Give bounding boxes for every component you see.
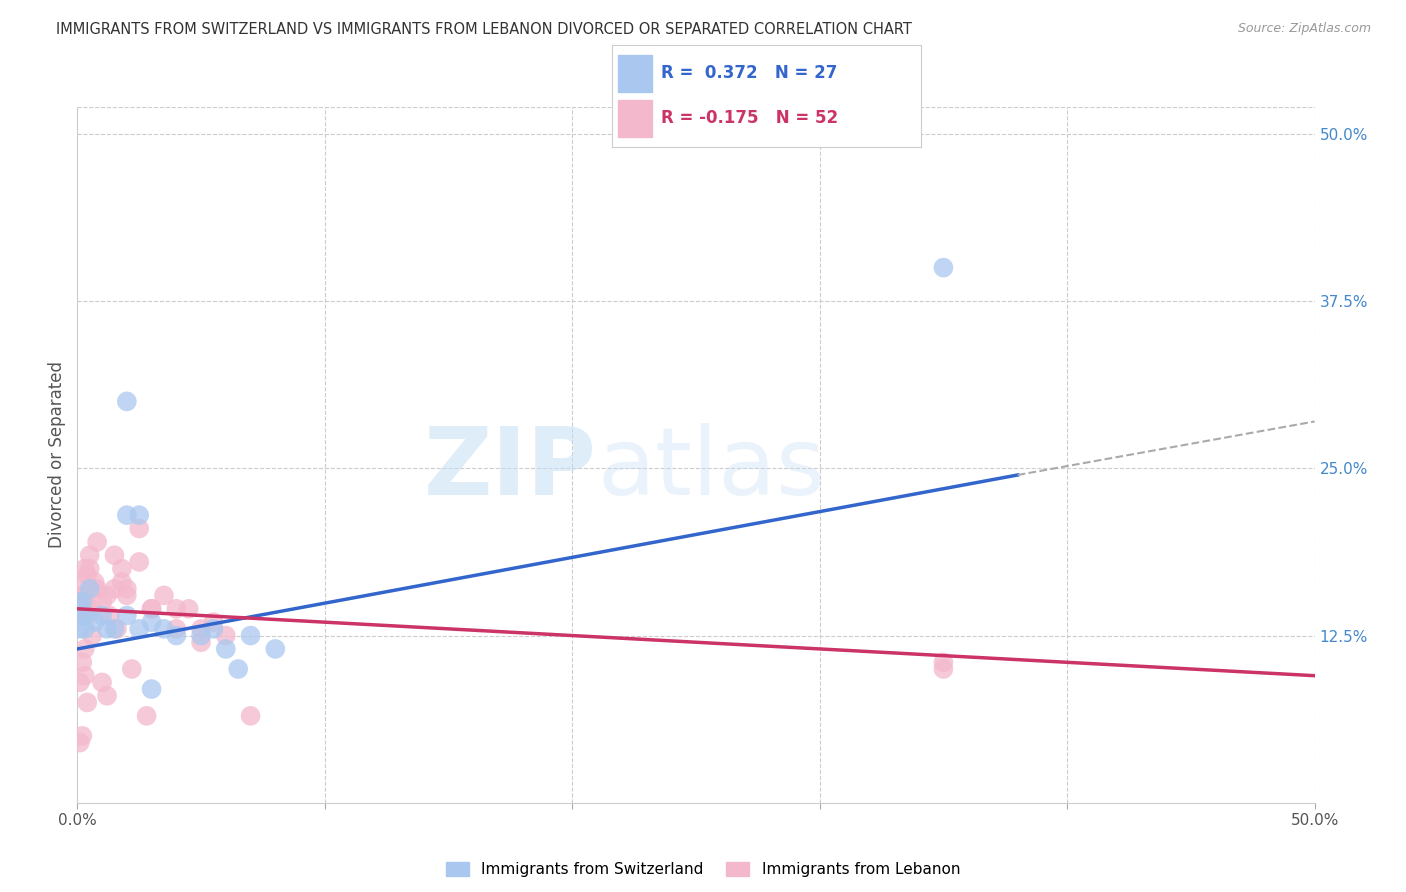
Point [73,608,96,623]
Point [239,708,262,723]
Point [79,562,101,576]
Point [73,642,96,657]
Point [264,642,287,657]
Point [115,508,138,523]
Point [83,575,105,590]
Point [96,689,118,703]
Point [72,595,94,609]
Point [153,589,176,603]
Text: atlas: atlas [598,423,825,515]
Point [128,508,150,523]
Point [79,548,101,563]
Point [121,662,143,676]
Point [932,655,955,669]
Point [76,608,98,623]
Point [91,595,114,609]
Text: Source: ZipAtlas.com: Source: ZipAtlas.com [1237,22,1371,36]
Point [153,622,176,636]
Point [103,622,125,636]
Point [215,628,238,642]
Point [115,608,138,623]
Point [69,575,91,590]
Point [69,675,91,690]
Point [73,562,96,576]
Point [128,521,150,535]
Point [190,628,212,642]
Legend: Immigrants from Switzerland, Immigrants from Lebanon: Immigrants from Switzerland, Immigrants … [440,855,966,883]
Point [69,608,91,623]
Point [96,589,118,603]
Point [82,628,104,642]
Point [177,602,200,616]
Point [82,602,104,616]
Text: R = -0.175   N = 52: R = -0.175 N = 52 [661,110,838,128]
Bar [617,100,652,137]
Text: ZIP: ZIP [425,423,598,515]
Point [73,589,96,603]
Y-axis label: Divorced or Separated: Divorced or Separated [48,361,66,549]
Point [96,622,118,636]
Point [72,608,94,623]
Point [76,568,98,582]
Point [69,735,91,749]
Bar [617,55,652,92]
Point [239,628,262,642]
Point [202,622,225,636]
Point [79,582,101,596]
Point [115,582,138,596]
Point [141,681,163,696]
Point [128,555,150,569]
Text: IMMIGRANTS FROM SWITZERLAND VS IMMIGRANTS FROM LEBANON DIVORCED OR SEPARATED COR: IMMIGRANTS FROM SWITZERLAND VS IMMIGRANT… [56,22,912,37]
Point [105,622,128,636]
Point [103,548,125,563]
Point [141,602,163,616]
Point [135,708,157,723]
Point [73,595,96,609]
Point [69,595,91,609]
Point [226,662,249,676]
Point [115,394,138,409]
Point [91,675,114,690]
Point [165,622,187,636]
Point [98,608,121,623]
Point [165,602,187,616]
Text: R =  0.372   N = 27: R = 0.372 N = 27 [661,64,838,82]
Point [932,260,955,275]
Point [103,582,125,596]
Point [165,628,187,642]
Point [202,615,225,630]
Point [69,622,91,636]
Point [72,608,94,623]
Point [76,696,98,710]
Point [72,729,94,743]
Point [86,582,108,596]
Point [72,589,94,603]
Point [72,655,94,669]
Point [190,635,212,649]
Point [215,642,238,657]
Point [141,602,163,616]
Point [83,615,105,630]
Point [111,562,134,576]
Point [91,608,114,623]
Point [73,669,96,683]
Point [128,622,150,636]
Point [141,615,163,630]
Point [115,589,138,603]
Point [932,662,955,676]
Point [111,575,134,590]
Point [190,622,212,636]
Point [86,535,108,549]
Point [73,622,96,636]
